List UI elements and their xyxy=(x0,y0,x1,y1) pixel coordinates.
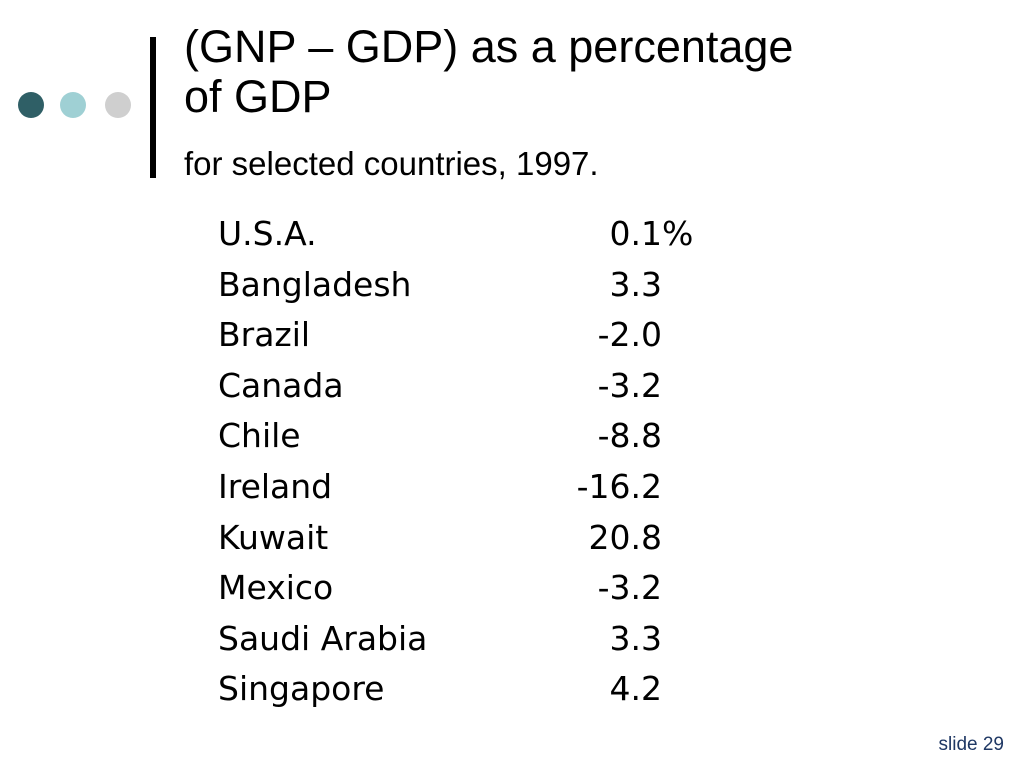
country-value: -2.0 xyxy=(597,315,662,355)
country-name: Brazil xyxy=(218,315,311,355)
title-divider-bar xyxy=(150,37,156,178)
country-value: -3.2 xyxy=(597,365,662,405)
dark-teal-dot-icon xyxy=(18,92,44,118)
slide-title-line-1: (GNP – GDP) as a percentage xyxy=(184,21,794,72)
country-name: Ireland xyxy=(218,466,333,506)
country-name: Mexico xyxy=(218,568,334,608)
country-name: Singapore xyxy=(218,669,385,709)
table-row: Brazil -2.0 xyxy=(218,310,738,361)
country-value: 4.2 xyxy=(609,669,662,709)
country-value: 3.3 xyxy=(609,618,662,658)
table-row: Saudi Arabia 3.3 xyxy=(218,614,738,665)
decorative-dots xyxy=(14,92,134,122)
table-row: U.S.A. 0.1 % xyxy=(218,209,738,260)
table-row: Ireland -16.2 xyxy=(218,462,738,513)
country-table: U.S.A. 0.1 % Bangladesh 3.3 Brazil -2.0 … xyxy=(218,209,738,715)
light-teal-dot-icon xyxy=(60,92,86,118)
country-name: Bangladesh xyxy=(218,264,412,304)
table-row: Mexico -3.2 xyxy=(218,563,738,614)
table-row: Singapore 4.2 xyxy=(218,664,738,715)
slide-title: (GNP – GDP) as a percentage of GDP xyxy=(184,22,984,122)
country-value: 20.8 xyxy=(588,517,662,557)
table-row: Kuwait 20.8 xyxy=(218,513,738,564)
slide-title-line-2: of GDP xyxy=(184,71,332,122)
country-value: -16.2 xyxy=(576,466,662,506)
gray-dot-icon xyxy=(105,92,131,118)
country-name: Saudi Arabia xyxy=(218,618,428,658)
country-value: 0.1 xyxy=(609,214,662,253)
value-unit: % xyxy=(662,214,694,253)
country-value: -8.8 xyxy=(597,416,662,456)
slide-subtitle: for selected countries, 1997. xyxy=(184,145,599,182)
country-name: Canada xyxy=(218,365,344,405)
country-name: Kuwait xyxy=(218,517,329,557)
country-value: 3.3 xyxy=(609,264,662,304)
slide-number: slide 29 xyxy=(938,734,1005,755)
table-row: Bangladesh 3.3 xyxy=(218,260,738,311)
table-row: Chile -8.8 xyxy=(218,411,738,462)
country-value: -3.2 xyxy=(597,568,662,608)
country-name: U.S.A. xyxy=(218,214,317,253)
country-name: Chile xyxy=(218,416,301,456)
table-row: Canada -3.2 xyxy=(218,361,738,412)
